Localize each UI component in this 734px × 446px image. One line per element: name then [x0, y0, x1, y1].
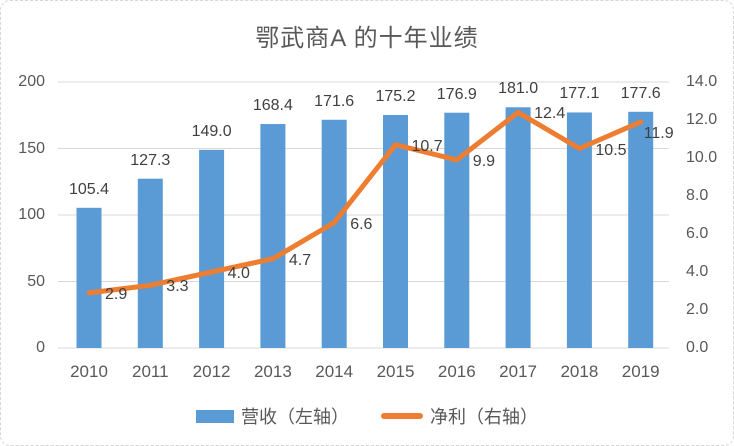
x-axis-label: 2012: [192, 362, 231, 381]
x-axis-label: 2018: [560, 362, 599, 381]
bar-value-label: 177.1: [559, 85, 600, 103]
x-axis-label: 2016: [437, 362, 476, 381]
line-value-label: 9.9: [472, 152, 496, 170]
x-axis-label: 2013: [253, 362, 292, 381]
revenue-bar[interactable]: [628, 111, 654, 349]
right-axis-tick: 4.0: [686, 263, 709, 280]
line-value-label: 2.9: [105, 285, 128, 303]
x-axis-label: 2019: [621, 362, 660, 381]
revenue-bar[interactable]: [76, 207, 102, 348]
right-axis-tick: 10.0: [686, 149, 718, 166]
right-axis-tick: 2.0: [686, 301, 709, 318]
x-axis-label: 2011: [132, 362, 169, 381]
right-axis-tick: 14.0: [686, 73, 718, 90]
legend-label-revenue: 营收（左轴）: [241, 407, 349, 427]
left-axis-tick: 150: [18, 139, 45, 157]
bar-value-label: 149.0: [191, 122, 232, 140]
line-value-label: 12.4: [534, 105, 566, 123]
legend-item-revenue[interactable]: 营收（左轴）: [196, 403, 349, 429]
revenue-bar[interactable]: [137, 178, 163, 348]
line-value-label: 4.7: [288, 251, 312, 269]
right-axis-tick: 0.0: [686, 339, 709, 356]
line-value-label: 3.3: [166, 278, 189, 296]
x-axis-label: 2015: [376, 362, 415, 381]
left-axis-tick: 100: [18, 206, 45, 223]
revenue-bar[interactable]: [383, 114, 408, 348]
legend: 营收（左轴） 净利（右轴）: [1, 403, 733, 429]
right-axis-tick: 12.0: [686, 111, 718, 128]
bar-value-label: 168.4: [252, 97, 293, 115]
revenue-bar[interactable]: [321, 119, 347, 348]
bar-value-label: 171.6: [314, 92, 355, 110]
right-axis-tick: 8.0: [686, 187, 709, 204]
profit-series-swatch: [381, 413, 423, 419]
revenue-bar[interactable]: [505, 107, 531, 349]
legend-item-profit[interactable]: 净利（右轴）: [381, 403, 538, 429]
x-axis-label: 2017: [499, 362, 537, 381]
bar-value-label: 176.9: [436, 85, 477, 103]
revenue-series-swatch: [196, 409, 234, 423]
chart-title: 鄂武商A 的十年业绩: [255, 25, 479, 52]
revenue-bar[interactable]: [199, 149, 225, 348]
revenue-bar[interactable]: [444, 112, 470, 349]
line-value-label: 11.9: [643, 124, 674, 142]
x-axis-label: 2014: [315, 362, 354, 381]
bar-value-label: 177.6: [620, 84, 661, 102]
bar-value-label: 127.3: [130, 151, 171, 169]
left-axis-tick: 0: [36, 339, 45, 356]
line-value-label: 4.0: [227, 265, 250, 282]
line-value-label: 10.7: [411, 137, 443, 155]
right-axis-tick: 6.0: [686, 225, 709, 242]
bar-value-label: 105.4: [68, 180, 110, 198]
revenue-bar[interactable]: [260, 124, 286, 348]
left-axis-tick: 200: [18, 73, 45, 90]
legend-label-profit: 净利（右轴）: [430, 407, 538, 427]
revenue-bar[interactable]: [566, 112, 592, 348]
left-axis-tick: 50: [27, 272, 45, 290]
line-value-label: 10.5: [595, 141, 627, 159]
line-value-label: 6.6: [350, 215, 373, 233]
bar-value-label: 175.2: [375, 87, 416, 105]
bar-value-label: 181.0: [498, 80, 539, 98]
profit-line[interactable]: [86, 109, 644, 296]
x-axis-label: 2010: [70, 362, 108, 381]
